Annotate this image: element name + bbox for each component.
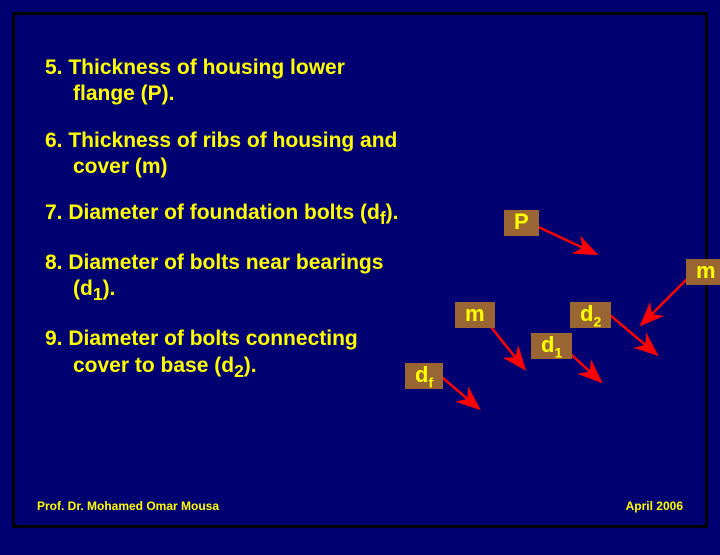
label-d2: d2: [570, 302, 611, 328]
arrow: [643, 277, 689, 323]
label-text: m: [465, 301, 485, 326]
footer-date: April 2006: [626, 499, 683, 513]
label-sub: 2: [593, 313, 601, 329]
label-text: d: [580, 301, 593, 326]
label-m-top: m: [686, 259, 720, 285]
label-text: m: [696, 258, 716, 283]
arrow: [610, 315, 655, 353]
label-text: P: [514, 209, 529, 234]
label-P: P: [504, 210, 539, 236]
label-d1: d1: [531, 333, 572, 359]
slide-frame: 5. Thickness of housing lower flange (P)…: [12, 12, 708, 528]
label-text: d: [415, 362, 428, 387]
label-sub: 1: [554, 344, 562, 360]
label-df: df: [405, 363, 443, 389]
footer-author: Prof. Dr. Mohamed Omar Mousa: [37, 499, 219, 513]
arrow-layer: [15, 15, 720, 555]
arrow: [534, 225, 594, 253]
label-sub: f: [428, 374, 433, 390]
label-m-mid: m: [455, 302, 495, 328]
label-text: d: [541, 332, 554, 357]
